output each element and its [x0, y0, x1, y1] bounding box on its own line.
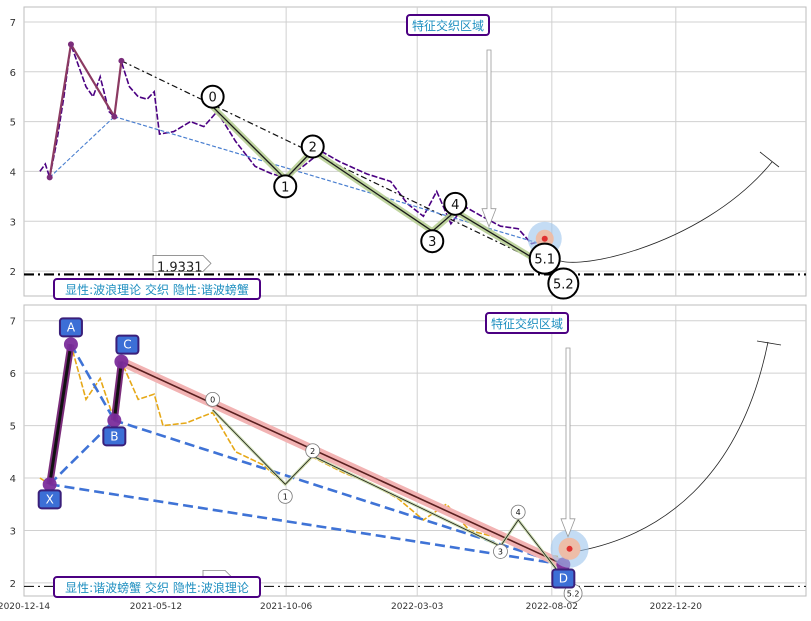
y-tick-label: 6 — [10, 369, 16, 380]
target-zone-label-box — [485, 312, 569, 334]
plot-area — [23, 6, 807, 297]
x-tick-label: 2022-12-20 — [650, 602, 703, 612]
y-tick-label: 7 — [10, 18, 16, 29]
pattern-point-marker — [107, 413, 122, 428]
pattern-point-label-box — [102, 426, 127, 447]
target-zone-label: 特征交织区域 — [412, 18, 484, 33]
target-arrow — [560, 347, 576, 538]
legend-text: 显性:波浪理论 交织 隐性:谐波螃蟹 — [65, 282, 249, 297]
pattern-point-marker — [67, 41, 74, 48]
wave-label: 4 — [451, 198, 459, 213]
y-tick-label: 3 — [10, 217, 16, 228]
wave-label-circle — [420, 229, 445, 254]
pattern-point-label-box — [551, 568, 576, 589]
x-tick-label: 2022-08-02 — [526, 602, 578, 612]
pattern-point-marker — [63, 337, 78, 352]
y-tick-label: 3 — [10, 526, 16, 537]
y-tick-label: 2 — [10, 267, 16, 278]
wave-label: 5.2 — [553, 278, 574, 293]
pattern-point-label: X — [46, 492, 54, 506]
pattern-point-label: B — [110, 429, 118, 443]
wave-label: 4 — [516, 508, 521, 517]
y-tick-label: 2 — [10, 579, 16, 590]
reference-value-arrow — [152, 255, 212, 272]
y-tick-label: 4 — [10, 474, 16, 485]
wave-label-circle — [300, 134, 325, 159]
wave-label-circle — [493, 544, 508, 559]
y-tick-label: 5 — [10, 118, 16, 129]
wave-label-circle — [200, 84, 225, 109]
pattern-point-marker — [114, 354, 129, 369]
wave-label-circle — [547, 267, 580, 300]
pattern-point-label-box — [115, 334, 140, 355]
pattern-point-label: D — [559, 572, 568, 586]
pattern-point-label: C — [123, 338, 131, 352]
target-zone-label: 特征交织区域 — [491, 316, 563, 331]
reference-value-label: 1.9331 — [157, 260, 203, 275]
wave-line — [212, 409, 574, 592]
x-tick-label: 2021-05-12 — [130, 602, 182, 612]
x-tick-label: 2021-10-06 — [260, 602, 313, 612]
wave-label-circle — [277, 488, 293, 504]
projection-arc-cap — [759, 151, 780, 168]
legend-text: 显性:谐波螃蟹 交织 隐性:波浪理论 — [65, 580, 249, 595]
bc-line — [112, 361, 123, 421]
upper-channel-line — [121, 60, 564, 275]
wave-label-circle — [205, 391, 221, 407]
wave-label: 1 — [281, 180, 289, 195]
xa-line — [48, 344, 73, 485]
pattern-point-label-box — [37, 489, 62, 510]
pattern-point-marker — [42, 477, 57, 492]
projection-arc — [554, 161, 773, 263]
harmonic-leg-line — [48, 41, 123, 178]
bottom-panel: 2 3 4 5 6 7 2020-12-14 2021-05-12 2021-10-06 2022… — [0, 304, 807, 612]
wave-label: 5.2 — [567, 589, 580, 598]
y-tick-label: 7 — [10, 317, 16, 328]
target-arrow — [481, 49, 497, 228]
y-tick-label: 4 — [10, 167, 16, 178]
wave-label: 5.1 — [534, 253, 555, 268]
projection-arc-cap — [756, 340, 782, 346]
wave-label: 0 — [210, 395, 215, 404]
legend-box — [53, 278, 261, 300]
xb-trend-line — [49, 116, 115, 178]
wave-label: 3 — [498, 547, 503, 556]
pattern-point-label-box — [58, 317, 83, 338]
wave-label: 2 — [309, 141, 317, 156]
wave-label: 2 — [310, 447, 315, 456]
target-zone-label-box — [406, 14, 490, 36]
wave-label-circle — [528, 242, 561, 275]
price-series-line — [39, 44, 541, 245]
wave-label: 3 — [428, 235, 436, 250]
projection-arc — [579, 341, 769, 552]
pattern-point-label: A — [67, 320, 76, 334]
top-panel: 2 3 4 5 6 7 1.9331 特征交织区域 0 1 2 3 4 5.1 5.2 显性:波浪理论 交织 … — [10, 6, 807, 300]
pattern-point-marker — [118, 57, 125, 64]
x-tick-label: 2022-03-03 — [391, 602, 443, 612]
plot-area — [23, 304, 807, 597]
wave-label: 1 — [283, 492, 288, 501]
x-tick-label: 2020-12-14 — [0, 602, 50, 612]
pattern-point-marker — [46, 174, 53, 181]
target-zone-center — [566, 545, 573, 552]
cd-line — [121, 360, 564, 566]
y-tick-label: 5 — [10, 422, 16, 433]
lower-channel-line — [114, 116, 541, 245]
xd-line — [49, 483, 564, 566]
wave-label-circle — [510, 504, 526, 520]
wave-label-circle — [305, 443, 321, 459]
y-tick-label: 6 — [10, 68, 16, 79]
wave-label-circle — [273, 174, 298, 199]
legend-box — [53, 576, 261, 598]
wave-label: 0 — [208, 91, 216, 106]
target-zone-center — [541, 235, 548, 242]
pattern-point-marker — [111, 113, 118, 120]
wave-line — [212, 106, 560, 275]
wave-label-circle — [443, 191, 468, 216]
